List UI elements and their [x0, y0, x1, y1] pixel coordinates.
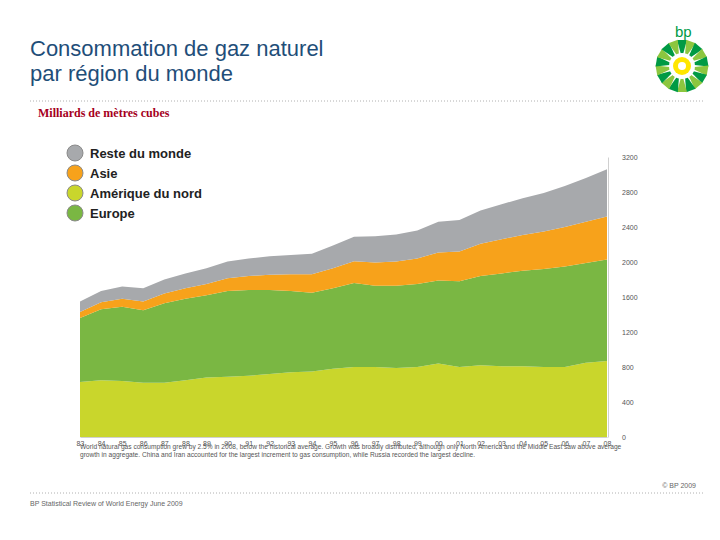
- separator: [30, 101, 705, 102]
- logo-center: [678, 62, 686, 70]
- y-tick: 400: [608, 399, 634, 406]
- legend-swatch: [67, 145, 83, 161]
- y-axis-line: [608, 158, 609, 438]
- y-tick: 3200: [608, 154, 638, 161]
- y-tick-label: 1600: [622, 294, 638, 301]
- y-tick: 2800: [608, 189, 638, 196]
- legend-label: Europe: [90, 206, 135, 221]
- legend-item: Europe: [67, 205, 135, 221]
- y-tick: 1200: [608, 329, 638, 336]
- legend-label: Asie: [90, 166, 117, 181]
- y-tick-label: 2000: [622, 259, 638, 266]
- legend-item: Asie: [67, 165, 117, 181]
- separator: [30, 493, 705, 494]
- y-tick-label: 1200: [622, 329, 638, 336]
- logo-ring: [669, 53, 695, 79]
- y-tick-label: 400: [622, 399, 634, 406]
- logo: [656, 40, 709, 92]
- y-tick: 2400: [608, 224, 638, 231]
- legend-swatch: [67, 205, 83, 221]
- y-tick-label: 2800: [622, 189, 638, 196]
- legend-label: Amérique du nord: [90, 186, 202, 201]
- copyright: © BP 2009: [662, 482, 696, 489]
- plot-area: [80, 169, 607, 437]
- legend: Reste du monde Asie Amérique du nord Europe: [67, 145, 202, 221]
- y-tick-label: 2400: [622, 224, 638, 231]
- y-tick: 800: [608, 364, 634, 371]
- source: BP Statistical Review of World Energy Ju…: [30, 500, 183, 507]
- legend-item: Reste du monde: [67, 145, 191, 161]
- y-tick-label: 800: [622, 364, 634, 371]
- y-axis: 0 400 800 1200 1600 2000 2400 2800 3200: [608, 154, 638, 441]
- legend-item: Amérique du nord: [67, 185, 202, 201]
- legend-swatch: [67, 185, 83, 201]
- axis-title: Milliards de mètres cubes: [38, 106, 169, 121]
- y-tick: 1600: [608, 294, 638, 301]
- logo-core: [673, 57, 691, 75]
- x-axis-line: [81, 437, 608, 438]
- area-3: [80, 169, 607, 312]
- y-tick: 2000: [608, 259, 638, 266]
- logo-text: bp: [675, 23, 692, 40]
- y-tick-label: 3200: [622, 154, 638, 161]
- title: Consommation de gaz naturel par région d…: [30, 36, 360, 86]
- y-tick: 0: [608, 434, 626, 441]
- y-tick-label: 0: [622, 434, 626, 441]
- legend-swatch: [67, 165, 83, 181]
- legend-label: Reste du monde: [90, 146, 191, 161]
- annotation: World natural gas consumption grew by 2.…: [80, 443, 630, 459]
